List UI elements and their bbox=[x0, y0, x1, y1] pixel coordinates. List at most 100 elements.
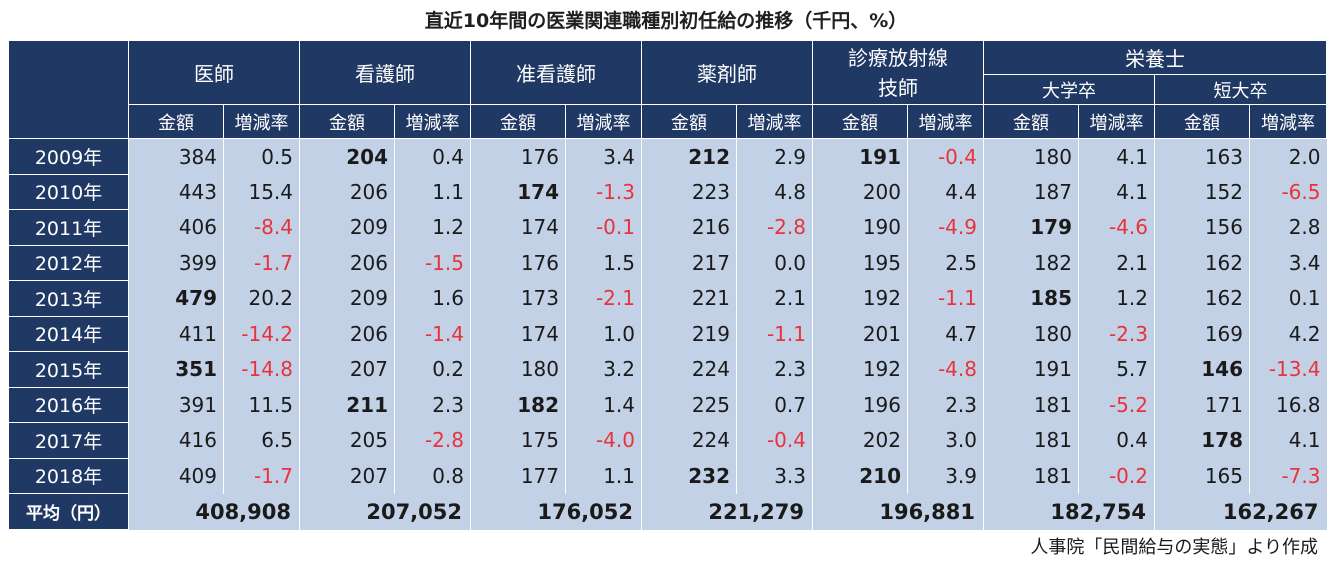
amount-cell: 146 bbox=[1154, 351, 1250, 387]
rate-cell: -2.8 bbox=[394, 422, 471, 458]
rate-cell: 1.1 bbox=[565, 458, 642, 494]
rate-cell: 2.1 bbox=[736, 280, 813, 316]
amount-cell: 210 bbox=[812, 458, 908, 494]
amount-cell: 174 bbox=[470, 174, 566, 210]
rate-cell: -0.4 bbox=[736, 422, 813, 458]
rate-cell: -8.4 bbox=[223, 209, 300, 245]
average-cell: 408,908 bbox=[128, 493, 300, 530]
table-row: 2010年 443 15.4 206 1.1 174 -1.3 223 4.8 200 4.4 187… bbox=[8, 173, 1327, 210]
header-dietitian-jc: 短大卒 bbox=[1154, 74, 1327, 105]
header-doctor: 医師 bbox=[128, 40, 300, 105]
chart-title: 直近10年間の医業関連職種別初任給の推移（千円、%） bbox=[424, 10, 908, 32]
rate-cell: -0.4 bbox=[907, 138, 984, 174]
header-dietitian: 栄養士 bbox=[983, 40, 1327, 75]
rate-cell: 4.4 bbox=[907, 174, 984, 210]
source-note: 人事院「民間給与の実態」より作成 bbox=[1030, 537, 1318, 558]
amount-cell: 162 bbox=[1154, 280, 1250, 316]
table-row: 2009年 384 0.5 204 0.4 176 3.4 212 2.9 191 -0.4 180 4… bbox=[8, 138, 1327, 175]
table-row: 2011年 406 -8.4 209 1.2 174 -0.1 216 -2.8 190 -4.9 1… bbox=[8, 209, 1327, 246]
header-nurse: 看護師 bbox=[299, 40, 471, 105]
subheader-amount: 金額 bbox=[641, 104, 737, 139]
amount-cell: 187 bbox=[983, 174, 1079, 210]
rate-cell: 4.2 bbox=[1249, 316, 1327, 352]
amount-cell: 173 bbox=[470, 280, 566, 316]
rate-cell: -1.4 bbox=[394, 316, 471, 352]
rate-cell: -2.1 bbox=[565, 280, 642, 316]
amount-cell: 223 bbox=[641, 174, 737, 210]
rate-cell: -4.0 bbox=[565, 422, 642, 458]
amount-cell: 200 bbox=[812, 174, 908, 210]
rate-cell: 2.1 bbox=[1078, 245, 1155, 281]
amount-cell: 179 bbox=[983, 209, 1079, 245]
rate-cell: -1.7 bbox=[223, 245, 300, 281]
amount-cell: 176 bbox=[470, 138, 566, 174]
amount-cell: 479 bbox=[128, 280, 224, 316]
table-row: 2013年 479 20.2 209 1.6 173 -2.1 221 2.1 192 -1.1 18… bbox=[8, 280, 1327, 317]
header-radiology-line2: 技師 bbox=[878, 75, 918, 100]
rate-cell: -1.1 bbox=[907, 280, 984, 316]
year-label: 2016年 bbox=[8, 386, 129, 423]
rate-cell: 3.4 bbox=[1249, 245, 1327, 281]
table-row: 2012年 399 -1.7 206 -1.5 176 1.5 217 0.0 195 2.5 182… bbox=[8, 244, 1327, 281]
amount-cell: 224 bbox=[641, 422, 737, 458]
rate-cell: 4.1 bbox=[1078, 174, 1155, 210]
header-radiology-line1: 診療放射線 bbox=[848, 45, 948, 70]
subheader-rate: 増減率 bbox=[223, 104, 300, 139]
rate-cell: 11.5 bbox=[223, 387, 300, 423]
amount-cell: 416 bbox=[128, 422, 224, 458]
rate-cell: 1.5 bbox=[565, 245, 642, 281]
table-row: 2018年 409 -1.7 207 0.8 177 1.1 232 3.3 210 3.9 181-… bbox=[8, 457, 1327, 494]
amount-cell: 192 bbox=[812, 351, 908, 387]
rate-cell: 3.4 bbox=[565, 138, 642, 174]
amount-cell: 209 bbox=[299, 209, 395, 245]
amount-cell: 217 bbox=[641, 245, 737, 281]
rate-cell: 0.8 bbox=[394, 458, 471, 494]
year-label: 2013年 bbox=[8, 280, 129, 317]
amount-cell: 152 bbox=[1154, 174, 1250, 210]
amount-cell: 174 bbox=[470, 209, 566, 245]
rate-cell: 1.4 bbox=[565, 387, 642, 423]
amount-cell: 409 bbox=[128, 458, 224, 494]
rate-cell: -1.3 bbox=[565, 174, 642, 210]
amount-cell: 384 bbox=[128, 138, 224, 174]
amount-cell: 232 bbox=[641, 458, 737, 494]
rate-cell: -4.6 bbox=[1078, 209, 1155, 245]
amount-cell: 180 bbox=[983, 138, 1079, 174]
rate-cell: 1.1 bbox=[394, 174, 471, 210]
amount-cell: 171 bbox=[1154, 387, 1250, 423]
subheader-row: 金額 増減率 金額 増減率 金額 増減率 金額 増減率 金額 増減率 金額 増減率 金額 増減率 bbox=[9, 104, 1327, 139]
amount-cell: 163 bbox=[1154, 138, 1250, 174]
header-assoc-nurse: 准看護師 bbox=[470, 40, 642, 105]
rate-cell: 2.0 bbox=[1249, 138, 1327, 174]
rate-cell: -1.7 bbox=[223, 458, 300, 494]
amount-cell: 204 bbox=[299, 138, 395, 174]
table-body: 2009年 384 0.5 204 0.4 176 3.4 212 2.9 191 -0.4 180 4… bbox=[8, 138, 1327, 530]
amount-cell: 181 bbox=[983, 422, 1079, 458]
rate-cell: 1.0 bbox=[565, 316, 642, 352]
year-label: 2014年 bbox=[8, 315, 129, 352]
rate-cell: -4.9 bbox=[907, 209, 984, 245]
rate-cell: -0.2 bbox=[1078, 458, 1155, 494]
amount-cell: 206 bbox=[299, 245, 395, 281]
average-cell: 207,052 bbox=[299, 493, 471, 530]
subheader-rate: 増減率 bbox=[1249, 104, 1327, 139]
rate-cell: -1.5 bbox=[394, 245, 471, 281]
subheader-amount: 金額 bbox=[983, 104, 1079, 139]
amount-cell: 411 bbox=[128, 316, 224, 352]
amount-cell: 180 bbox=[470, 351, 566, 387]
rate-cell: 16.8 bbox=[1249, 387, 1327, 423]
average-cell: 176,052 bbox=[470, 493, 642, 530]
amount-cell: 202 bbox=[812, 422, 908, 458]
amount-cell: 190 bbox=[812, 209, 908, 245]
table-row: 2017年 416 6.5 205 -2.8 175 -4.0 224 -0.4 202 3.0 18… bbox=[8, 422, 1327, 459]
rate-cell: 0.2 bbox=[394, 351, 471, 387]
rate-cell: 0.1 bbox=[1249, 280, 1327, 316]
rate-cell: 0.0 bbox=[736, 245, 813, 281]
rate-cell: -1.1 bbox=[736, 316, 813, 352]
table-row: 2015年 351 -14.8 207 0.2 180 3.2 224 2.3 192 -4.8 19… bbox=[8, 351, 1327, 388]
header-radiology: 診療放射線 技師 bbox=[812, 40, 984, 105]
rate-cell: 2.3 bbox=[394, 387, 471, 423]
amount-cell: 206 bbox=[299, 316, 395, 352]
amount-cell: 191 bbox=[983, 351, 1079, 387]
amount-cell: 181 bbox=[983, 387, 1079, 423]
